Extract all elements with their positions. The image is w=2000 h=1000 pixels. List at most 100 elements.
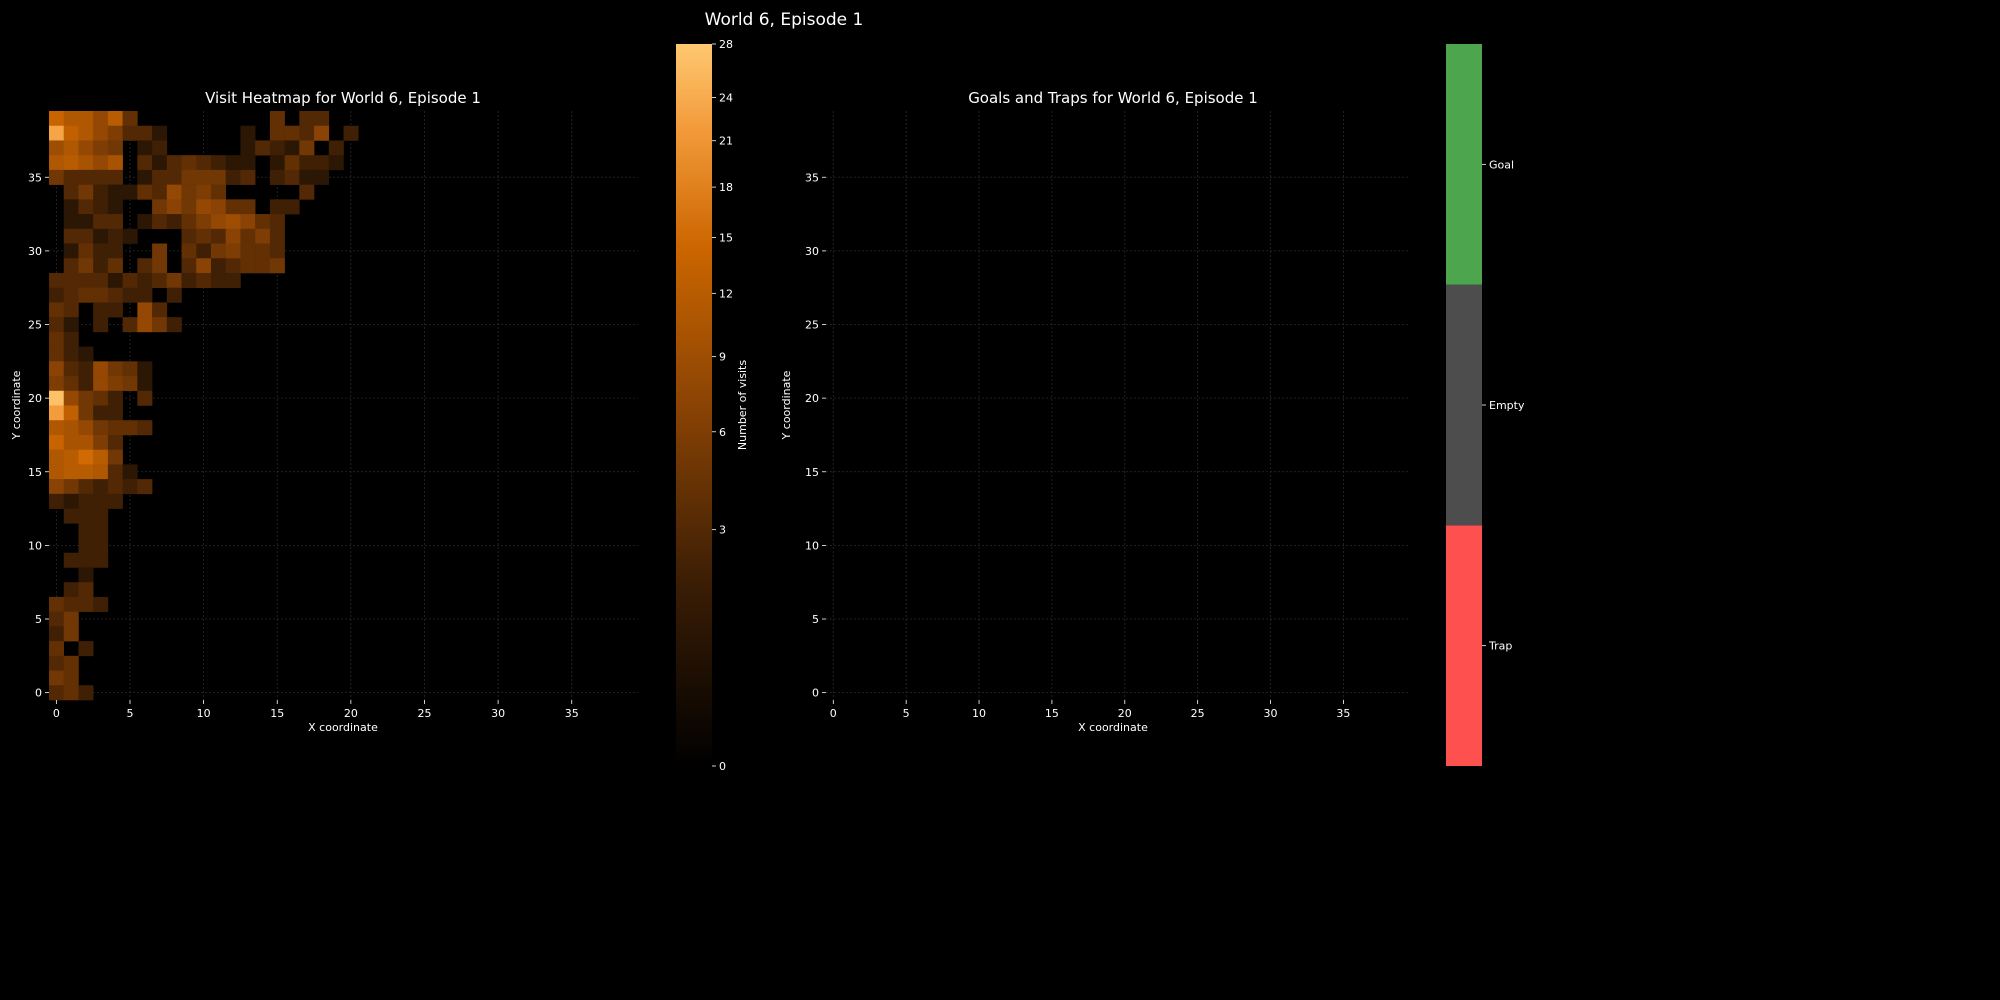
heatmap-cell bbox=[63, 508, 79, 524]
visit-heatmap-x-tick-label: 25 bbox=[417, 707, 431, 720]
heatmap-cell bbox=[137, 125, 153, 141]
heatmap-cell bbox=[49, 302, 65, 318]
visits-colorbar-tick-label: 6 bbox=[719, 426, 726, 439]
heatmap-cell bbox=[269, 214, 285, 230]
visit-heatmap-x-tick-label: 30 bbox=[491, 707, 505, 720]
heatmap-cell bbox=[152, 199, 168, 215]
heatmap-cell bbox=[78, 169, 94, 185]
heatmap-cell bbox=[225, 214, 241, 230]
heatmap-cell bbox=[49, 169, 65, 185]
heatmap-cell bbox=[63, 346, 79, 362]
heatmap-cell bbox=[93, 376, 109, 392]
goals-traps-x-tick-label: 0 bbox=[830, 707, 837, 720]
heatmap-cell bbox=[225, 258, 241, 274]
heatmap-cell bbox=[107, 214, 123, 230]
heatmap-cell bbox=[107, 199, 123, 215]
visit-heatmap-y-tick-label: 25 bbox=[28, 319, 42, 332]
heatmap-cell bbox=[63, 493, 79, 509]
heatmap-cell bbox=[78, 287, 94, 303]
visits-colorbar-tick-label: 0 bbox=[719, 760, 726, 773]
heatmap-cell bbox=[107, 111, 123, 127]
figure: World 6, Episode 1 Visit Heatmap for Wor… bbox=[10, 10, 1525, 773]
heatmap-cell bbox=[93, 493, 109, 509]
heatmap-cell bbox=[181, 199, 197, 215]
heatmap-cell bbox=[107, 390, 123, 406]
heatmap-cell bbox=[314, 111, 330, 127]
colorbar-segment-empty bbox=[1446, 284, 1482, 526]
goals-traps-y-ticks: 0 5 10 15 20 25 30 35 bbox=[805, 171, 826, 700]
heatmap-cell bbox=[314, 169, 330, 185]
heatmap-cell bbox=[181, 258, 197, 274]
heatmap-cell bbox=[196, 272, 212, 288]
heatmap-cell bbox=[240, 169, 256, 185]
heatmap-cell bbox=[225, 155, 241, 171]
heatmap-cell bbox=[269, 169, 285, 185]
heatmap-cell bbox=[269, 243, 285, 259]
heatmap-cell bbox=[49, 272, 65, 288]
heatmap-cell bbox=[107, 449, 123, 465]
goals-traps-y-tick-label: 5 bbox=[812, 613, 819, 626]
heatmap-cell bbox=[93, 287, 109, 303]
visits-colorbar-tick-label: 18 bbox=[719, 181, 733, 194]
heatmap-cell bbox=[78, 523, 94, 539]
heatmap-cell bbox=[93, 523, 109, 539]
heatmap-cell bbox=[78, 582, 94, 598]
heatmap-cell bbox=[210, 272, 226, 288]
heatmap-cell bbox=[269, 111, 285, 127]
heatmap-cell bbox=[137, 155, 153, 171]
heatmap-cell bbox=[137, 420, 153, 436]
heatmap-cell bbox=[255, 228, 271, 244]
heatmap-cell bbox=[284, 140, 300, 156]
heatmap-cell bbox=[299, 184, 315, 200]
visit-heatmap-x-tick-label: 35 bbox=[565, 707, 579, 720]
heatmap-cell bbox=[196, 155, 212, 171]
heatmap-cell bbox=[63, 258, 79, 274]
heatmap-cell bbox=[78, 390, 94, 406]
visit-heatmap-cells bbox=[49, 111, 359, 701]
visits-colorbar-tick-label: 15 bbox=[719, 232, 733, 245]
heatmap-cell bbox=[210, 228, 226, 244]
heatmap-cell bbox=[49, 125, 65, 141]
colorbar-label-trap: Trap bbox=[1488, 640, 1512, 653]
heatmap-cell bbox=[63, 655, 79, 671]
heatmap-cell bbox=[314, 125, 330, 141]
goals-traps-x-tick-label: 15 bbox=[1045, 707, 1059, 720]
heatmap-cell bbox=[137, 361, 153, 377]
visit-heatmap-y-label: Y coordinate bbox=[10, 370, 23, 440]
heatmap-cell bbox=[93, 449, 109, 465]
heatmap-cell bbox=[93, 243, 109, 259]
heatmap-cell bbox=[49, 685, 65, 701]
visits-colorbar-tick-label: 9 bbox=[719, 351, 726, 364]
heatmap-cell bbox=[107, 420, 123, 436]
heatmap-cell bbox=[63, 302, 79, 318]
heatmap-cell bbox=[284, 169, 300, 185]
heatmap-cell bbox=[93, 434, 109, 450]
heatmap-cell bbox=[107, 243, 123, 259]
heatmap-cell bbox=[284, 155, 300, 171]
goals-traps-grid bbox=[826, 111, 1409, 700]
heatmap-cell bbox=[63, 670, 79, 686]
heatmap-cell bbox=[63, 272, 79, 288]
visit-heatmap-x-tick-label: 0 bbox=[53, 707, 60, 720]
heatmap-cell bbox=[93, 214, 109, 230]
goals-traps-x-tick-label: 10 bbox=[972, 707, 986, 720]
heatmap-cell bbox=[78, 125, 94, 141]
visits-colorbar-tick-label: 12 bbox=[719, 287, 733, 300]
heatmap-cell bbox=[93, 228, 109, 244]
heatmap-cell bbox=[299, 111, 315, 127]
heatmap-cell bbox=[63, 199, 79, 215]
heatmap-cell bbox=[49, 317, 65, 333]
heatmap-cell bbox=[166, 199, 182, 215]
visit-heatmap-panel: Visit Heatmap for World 6, Episode 1 0 5 1… bbox=[10, 89, 638, 734]
heatmap-cell bbox=[63, 287, 79, 303]
goals-traps-y-tick-label: 15 bbox=[805, 466, 819, 479]
visit-heatmap-x-tick-label: 15 bbox=[270, 707, 284, 720]
visit-heatmap-y-tick-label: 5 bbox=[35, 613, 42, 626]
heatmap-cell bbox=[63, 155, 79, 171]
visits-colorbar-label: Number of visits bbox=[736, 360, 749, 450]
heatmap-cell bbox=[107, 125, 123, 141]
heatmap-cell bbox=[255, 258, 271, 274]
heatmap-cell bbox=[49, 140, 65, 156]
heatmap-cell bbox=[152, 258, 168, 274]
heatmap-cell bbox=[122, 317, 138, 333]
